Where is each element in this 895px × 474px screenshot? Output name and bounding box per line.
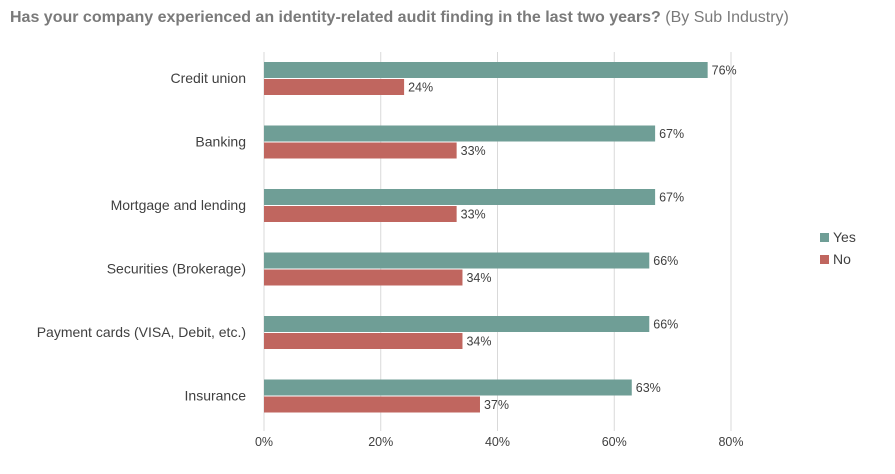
legend-item-no: No (820, 248, 856, 270)
legend-swatch-no (820, 254, 829, 264)
category-label: Insurance (185, 388, 247, 404)
legend-swatch-yes (820, 232, 829, 242)
chart-title-main: Has your company experienced an identity… (10, 9, 661, 26)
bar-no (264, 269, 463, 286)
bar-no (264, 333, 463, 349)
legend-label-no: No (833, 251, 851, 267)
data-label-yes: 67% (659, 191, 684, 205)
bar-yes (264, 125, 656, 142)
data-label-yes: 63% (636, 381, 661, 395)
x-tick-label: 0% (255, 435, 273, 449)
x-tick-label: 60% (602, 435, 627, 449)
category-label: Credit union (171, 70, 247, 86)
bar-yes (264, 379, 632, 396)
bar-yes (264, 189, 656, 205)
chart-legend: Yes No (820, 226, 856, 270)
chart-subtitle: (By Sub Industry) (665, 9, 789, 26)
legend-label-yes: Yes (833, 229, 856, 245)
data-label-no: 33% (461, 208, 486, 222)
bar-no (264, 142, 457, 159)
chart-title: Has your company experienced an identity… (10, 9, 890, 27)
bar-yes (264, 252, 650, 269)
data-label-yes: 76% (712, 64, 737, 78)
data-label-no: 34% (466, 271, 491, 285)
data-label-no: 33% (461, 144, 486, 158)
category-label: Payment cards (VISA, Debit, etc.) (37, 324, 246, 340)
bar-no (264, 206, 457, 222)
bar-no (264, 79, 405, 95)
data-label-no: 34% (466, 335, 491, 349)
data-label-yes: 66% (653, 254, 678, 268)
bar-no (264, 396, 480, 413)
x-tick-label: 20% (368, 435, 393, 449)
x-tick-label: 80% (718, 435, 743, 449)
data-label-no: 37% (484, 398, 509, 412)
category-label: Securities (Brokerage) (107, 261, 246, 277)
bar-yes (264, 316, 650, 332)
data-label-yes: 67% (659, 127, 684, 141)
data-label-yes: 66% (653, 318, 678, 332)
category-label: Banking (195, 134, 246, 150)
legend-item-yes: Yes (820, 226, 856, 248)
bar-yes (264, 62, 708, 78)
x-tick-label: 40% (485, 435, 510, 449)
category-label: Mortgage and lending (111, 197, 246, 213)
data-label-no: 24% (408, 81, 433, 95)
